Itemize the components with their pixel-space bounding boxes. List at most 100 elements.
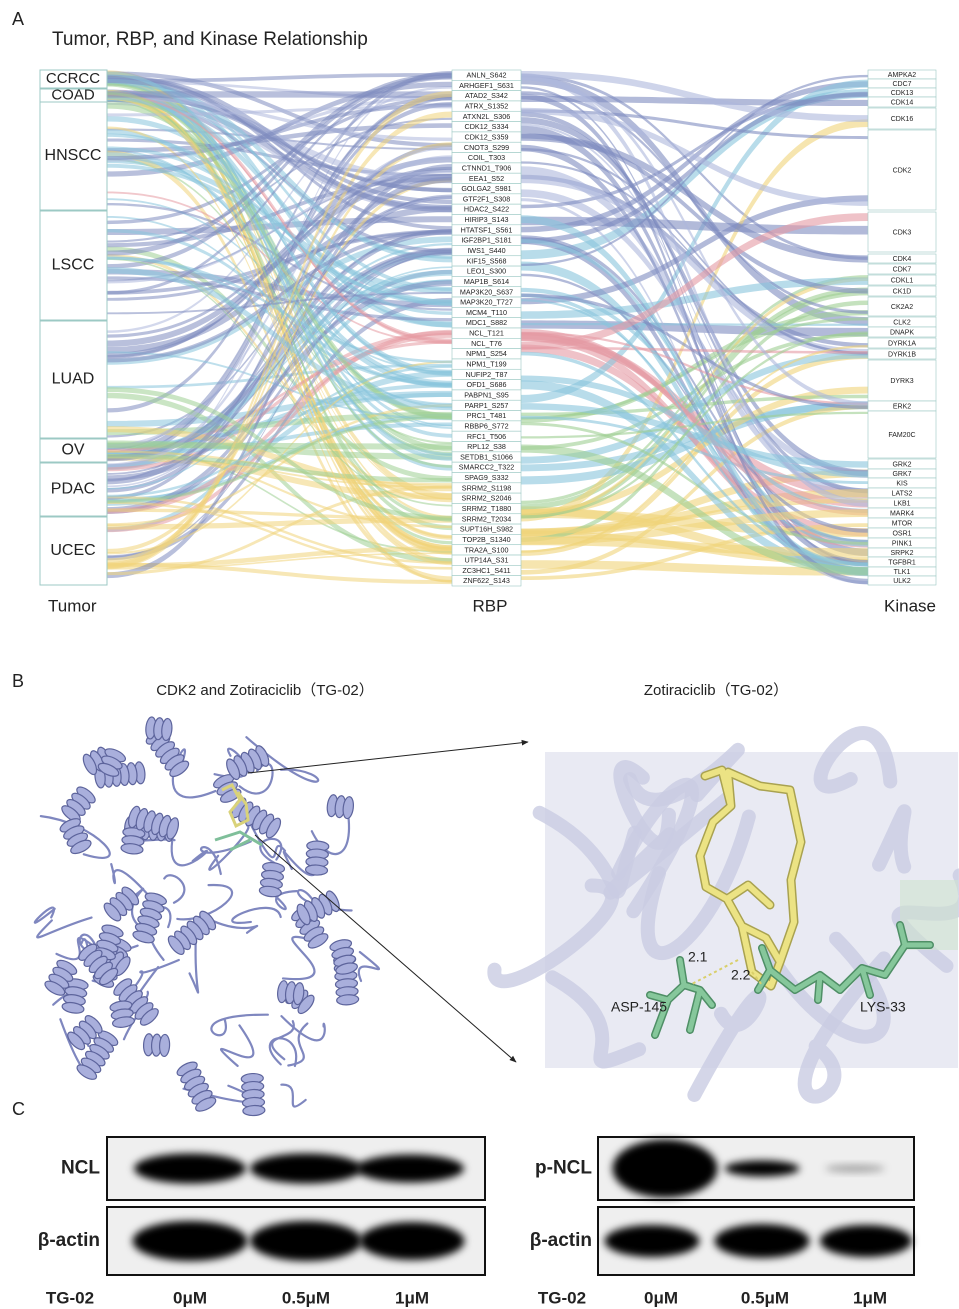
rbp-label: MAP3K20_S637: [460, 287, 513, 296]
kinase-label: DYRK1A: [888, 340, 916, 347]
blot-band: [134, 1154, 246, 1184]
dose-label: 0.5μM: [282, 1288, 330, 1307]
figure: CCRCCCOADHNSCCLSCCLUADOVPDACUCECANLN_S64…: [0, 0, 959, 1309]
kinase-label: MTOR: [892, 520, 912, 527]
blot-band: [725, 1161, 800, 1177]
rbp-label: RBBP6_S772: [464, 421, 508, 430]
blot-band: [820, 1225, 912, 1257]
residue-label: ASP-145: [611, 999, 667, 1015]
rbp-label: TRA2A_S100: [465, 545, 509, 554]
helix-turn: [159, 1034, 170, 1056]
kinase-label: CDK13: [891, 90, 914, 97]
tumor-label: PDAC: [51, 481, 95, 498]
kinase-label: GRK2: [892, 461, 911, 468]
blot-band: [605, 1225, 700, 1257]
rbp-label: GTF2F1_S308: [463, 194, 511, 203]
blot-band: [250, 1154, 362, 1184]
blot-row-label: β-actin: [530, 1230, 592, 1251]
tumor-label: HNSCC: [45, 147, 102, 164]
kinase-label: DYRK1B: [888, 351, 916, 358]
blot-band: [360, 1222, 465, 1260]
rbp-label: IGF2BP1_S181: [461, 236, 511, 245]
protein-helix: [143, 1034, 170, 1057]
blot-band: [250, 1221, 362, 1261]
rbp-label: CDK12_S359: [465, 132, 509, 141]
rbp-label: ZC3HC1_S411: [462, 566, 510, 575]
rbp-label: ZNF622_S143: [463, 576, 510, 585]
kinase-label: KIS: [896, 480, 908, 487]
protein-helix: [329, 938, 359, 976]
rbp-label: NCL_T121: [469, 329, 504, 338]
kinase-label: CDK2: [893, 167, 912, 174]
protein-loop: [281, 1085, 305, 1107]
tumor-label: COAD: [51, 86, 95, 103]
kinase-label: CDK16: [891, 116, 914, 123]
distance-label: 2.1: [688, 949, 708, 965]
kinase-label: FAM20C: [888, 432, 915, 439]
column-label: RBP: [473, 596, 508, 615]
blot-band: [825, 1165, 885, 1173]
rbp-label: SRRM2_T2034: [462, 514, 512, 523]
rbp-label: MAP3K20_T727: [460, 298, 513, 307]
panel-title: CDK2 and Zotiraciclib（TG-02）: [156, 682, 374, 699]
kinase-label: GRK7: [892, 471, 911, 478]
column-label: Kinase: [884, 596, 936, 615]
rbp-label: TOP2B_S1340: [462, 535, 510, 544]
treatment-label: TG-02: [46, 1288, 94, 1307]
dose-label: 0.5μM: [741, 1288, 789, 1307]
kinase-label: SRPK2: [891, 550, 914, 557]
rbp-label: ARHGEF1_S631: [459, 81, 514, 90]
western-blots: [107, 1137, 914, 1275]
protein-helix: [165, 909, 218, 957]
dose-label: 0μM: [644, 1288, 678, 1307]
rbp-label: CDK12_S334: [465, 122, 509, 131]
rbp-label: ATXN2L_S306: [463, 112, 510, 121]
zoom-shade: [900, 880, 958, 950]
rbp-label: NCL_T76: [471, 339, 502, 348]
tumor-label: LUAD: [52, 371, 95, 388]
protein-helix: [121, 827, 146, 855]
kinase-label: CDK7: [893, 266, 912, 273]
protein-helix: [59, 784, 97, 824]
protein-loop: [232, 908, 280, 923]
rbp-label: GOLGA2_S981: [461, 184, 511, 193]
rbp-label: PABPN1_S95: [464, 390, 509, 399]
kinase-label: LATS2: [892, 490, 913, 497]
rbp-label: RPL12_S38: [467, 442, 506, 451]
treatment-label: TG-02: [538, 1288, 586, 1307]
protein-helix: [175, 1059, 218, 1114]
rbp-label: ATRX_S1352: [465, 102, 508, 111]
rbp-label: ATAD2_S342: [465, 91, 508, 100]
kinase-label: CDK3: [893, 229, 912, 236]
kinase-label: TLK1: [894, 569, 911, 576]
zoom-arrow: [248, 742, 528, 773]
rbp-label: PARP1_S257: [465, 401, 509, 410]
rbp-label: CTNND1_T906: [462, 163, 512, 172]
kinase-label: CK1D: [893, 288, 912, 295]
kinase-label: LKB1: [893, 500, 910, 507]
kinase-label: AMPKA2: [888, 72, 917, 79]
rbp-label: CNOT3_S299: [464, 143, 509, 152]
panel-title: Tumor, RBP, and Kinase Relationship: [52, 29, 368, 50]
column-label: Tumor: [48, 596, 97, 615]
rbp-label: IWS1_S440: [467, 246, 505, 255]
rbp-label: UTP14A_S31: [465, 556, 509, 565]
blot-row-label: p-NCL: [535, 1158, 592, 1179]
rbp-label: SPAG9_S332: [464, 473, 508, 482]
flow: [107, 91, 452, 97]
protein-helix: [241, 1073, 265, 1116]
kinase-label: CDK4: [893, 256, 912, 263]
kinase-label: DNAPK: [890, 329, 914, 336]
panel-label: A: [12, 9, 24, 29]
rbp-label: LEO1_S300: [467, 267, 506, 276]
panel-label: B: [12, 671, 24, 691]
tumor-label: OV: [61, 442, 84, 459]
protein-helix: [101, 884, 141, 923]
kinase-label: MARK4: [890, 510, 914, 517]
kinase-label: DYRK3: [890, 378, 913, 385]
dose-label: 0μM: [173, 1288, 207, 1307]
rbp-label: HDAC2_S422: [464, 205, 509, 214]
rbp-label: SETDB1_S1066: [460, 452, 513, 461]
rbp-label: SUPT16H_S982: [460, 525, 513, 534]
rbp-label: SRRM2_S1198: [462, 483, 511, 492]
